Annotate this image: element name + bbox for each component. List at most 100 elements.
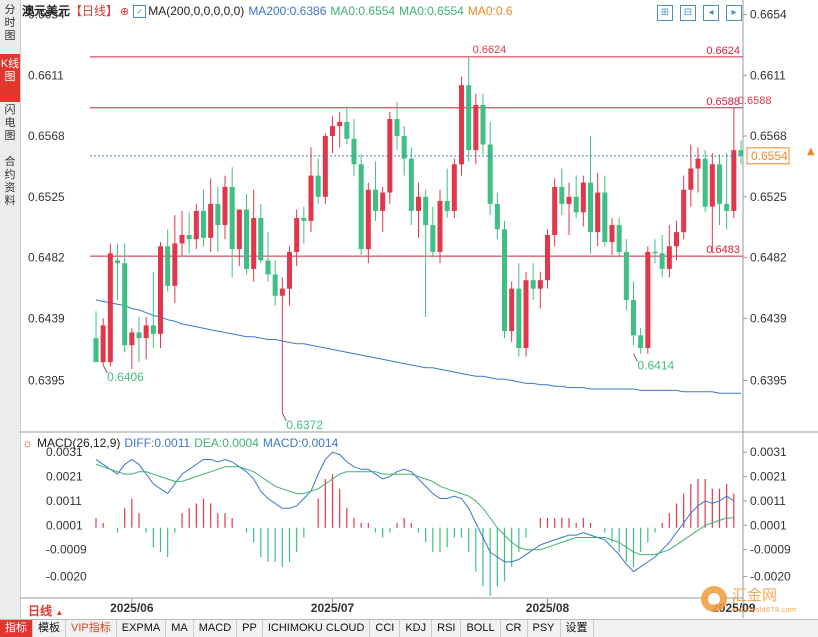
candle-body-86	[709, 164, 715, 207]
candle-body-69	[587, 182, 594, 233]
ma0-value-3: MA0:0.6	[467, 4, 513, 18]
candle-body-5	[129, 332, 135, 346]
candle-body-24	[265, 260, 271, 275]
scroll-left-icon[interactable]: ◂	[703, 5, 719, 21]
zoom-in-icon[interactable]: ⊞	[657, 5, 673, 21]
candle-body-18	[222, 186, 228, 226]
hline-label-0: 0.6624	[706, 45, 740, 57]
tab-templates[interactable]: 模板	[33, 620, 66, 637]
candle-body-38	[365, 189, 371, 250]
sidebar-tab-contract[interactable]: 合约资料	[4, 156, 16, 207]
tab-rsi[interactable]: RSI	[432, 620, 462, 637]
scroll-right-icon[interactable]: ▸	[726, 5, 742, 21]
annotation-2: 0.6406	[107, 370, 144, 384]
macd-y-tick-left-4: -0.0009	[46, 543, 87, 557]
candle-body-67	[573, 196, 579, 213]
candle-body-26	[279, 288, 285, 296]
macd-y-tick-left-2: 0.0011	[46, 494, 82, 508]
watermark-logo: 汇金网 www.gold678.com	[701, 586, 797, 614]
zoom-out-icon[interactable]: ⊟	[680, 5, 696, 21]
candle-body-4	[122, 263, 128, 346]
tab-ichimoku[interactable]: ICHIMOKU CLOUD	[263, 620, 371, 637]
candle-body-64	[552, 186, 558, 235]
dropdown-arrow-icon: ▲	[55, 608, 64, 617]
macd-y-tick-right-5: -0.0020	[750, 570, 791, 584]
y-tick-left-3: 0.6525	[28, 190, 65, 204]
tab-cci[interactable]: CCI	[370, 620, 401, 637]
candle-body-21	[243, 209, 250, 269]
candle-body-27	[286, 251, 293, 289]
macd-dea-line	[95, 463, 734, 556]
period-selector-label: 日线	[28, 604, 53, 618]
candle-body-17	[215, 203, 221, 226]
sidebar-tab-kline[interactable]: K线图	[0, 54, 20, 102]
y-tick-left-4: 0.6482	[28, 251, 65, 265]
macd-dea-value: DEA:0.0004	[194, 436, 259, 450]
candle-body-65	[559, 186, 565, 204]
tab-expma[interactable]: EXPMA	[117, 620, 167, 637]
annotation-3: 0.6372	[286, 418, 323, 432]
candle-body-12	[179, 234, 185, 244]
candle-body-45	[415, 196, 422, 211]
period-label: 【日线】	[70, 4, 119, 18]
candle-body-33	[329, 126, 336, 137]
y-tick-left-1: 0.6611	[28, 68, 64, 82]
candle-body-76	[638, 335, 644, 349]
y-tick-right-3: 0.6525	[750, 190, 787, 204]
candle-body-32	[322, 136, 328, 197]
annotation-pointer-4	[633, 353, 638, 362]
candle-body-39	[372, 189, 379, 211]
macd-settings-icon[interactable]: ☼	[22, 436, 33, 450]
tab-macd[interactable]: MACD	[194, 620, 238, 637]
tab-psy[interactable]: PSY	[528, 620, 561, 637]
candle-body-81	[673, 232, 680, 247]
y-tick-left-6: 0.6395	[28, 374, 65, 388]
tab-settings[interactable]: 设置	[561, 620, 594, 637]
candle-body-46	[423, 196, 429, 226]
candle-body-15	[200, 210, 207, 238]
x-tick-label-2: 2025/08	[526, 601, 570, 615]
candle-body-40	[380, 192, 386, 211]
candle-body-72	[609, 225, 615, 243]
sidebar: 分时图 K线图 闪电图 合约资料	[0, 0, 21, 620]
candle-body-90	[738, 150, 744, 156]
candle-body-79	[659, 253, 665, 269]
candle-body-3	[114, 260, 121, 264]
candle-body-78	[652, 251, 658, 254]
symbol-name: 澳元美元	[22, 4, 71, 18]
candle-body-51	[458, 85, 465, 165]
settings-circle-icon[interactable]: ⊕	[120, 6, 130, 18]
candle-body-6	[136, 332, 142, 339]
macd-y-tick-right-3: 0.0001	[750, 518, 787, 532]
tab-indicators[interactable]: 指标	[0, 620, 33, 637]
candle-body-47	[430, 225, 436, 252]
ma200-value: MA200:0.6386	[248, 4, 327, 18]
tab-ma[interactable]: MA	[166, 620, 194, 637]
sidebar-tab-timeshare[interactable]: 分时图	[4, 4, 16, 42]
y-tick-left-2: 0.6568	[28, 129, 65, 143]
y-tick-right-4: 0.6482	[750, 251, 787, 265]
macd-y-tick-left-3: 0.0001	[46, 518, 83, 532]
y-tick-left-5: 0.6439	[28, 311, 65, 325]
tab-cr[interactable]: CR	[501, 620, 528, 637]
indicator-icon[interactable]: ✓	[133, 5, 147, 19]
candle-body-66	[566, 196, 572, 204]
tab-pp[interactable]: PP	[237, 620, 263, 637]
candle-body-7	[143, 325, 149, 339]
candle-body-87	[716, 164, 723, 204]
tab-boll[interactable]: BOLL	[461, 620, 501, 637]
ma0-value-2: MA0:0.6554	[399, 4, 464, 18]
candle-body-74	[623, 251, 629, 300]
hline-label-2: 0.6483	[706, 244, 740, 256]
candle-body-61	[530, 280, 536, 289]
sidebar-tab-flash[interactable]: 闪电图	[4, 104, 16, 142]
candle-body-59	[516, 288, 522, 349]
tab-kdj[interactable]: KDJ	[400, 620, 433, 637]
hline-label-1: 0.6588	[706, 96, 740, 108]
tab-vip-indicators[interactable]: VIP指标	[66, 620, 117, 637]
candle-body-8	[150, 325, 156, 334]
candle-body-80	[666, 246, 672, 269]
period-selector[interactable]: 日线 ▲	[28, 602, 88, 618]
macd-y-tick-right-0: 0.0031	[750, 445, 787, 459]
